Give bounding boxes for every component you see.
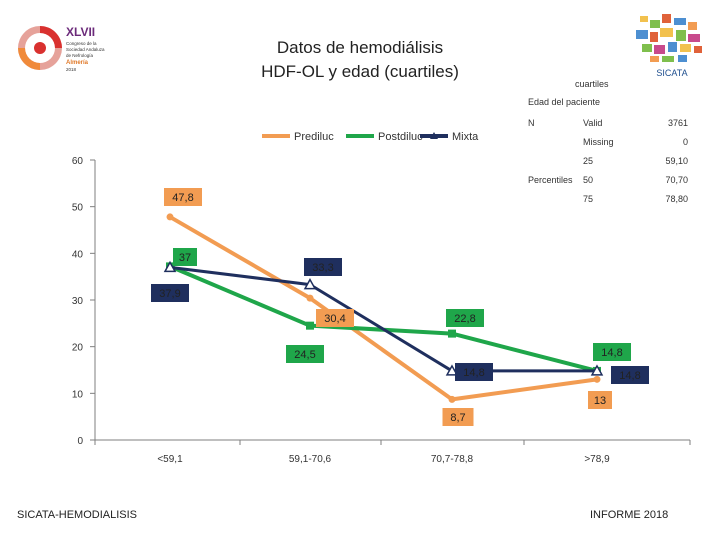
stats-table: Edad del paciente N Valid 3761 Missing 0…: [528, 97, 688, 208]
stats-label: 50: [583, 174, 594, 185]
stats-grid: N Valid 3761 Missing 0 25 59,10 Percenti…: [528, 113, 688, 208]
y-tick-label: 50: [72, 203, 84, 214]
y-tick-label: 10: [72, 389, 84, 400]
legend-label: Prediluc: [294, 131, 334, 143]
data-label: 14,8: [619, 370, 640, 382]
data-label-box: [164, 188, 202, 206]
data-label: 14,8: [463, 367, 484, 379]
data-label-box: [173, 248, 197, 266]
stats-value: 59,10: [665, 155, 688, 166]
stats-row: N Valid 3761: [528, 113, 688, 132]
y-tick-label: 60: [72, 156, 84, 167]
legend-label: Postdiluc: [378, 131, 423, 143]
data-label-box: [593, 343, 631, 361]
data-label-box: [286, 345, 324, 363]
data-point: [593, 375, 601, 383]
sicata-logo: SICATA: [630, 8, 712, 84]
stats-caption: Edad del paciente: [528, 97, 601, 107]
data-point: [163, 260, 177, 273]
stats-row: Missing 0: [528, 132, 688, 151]
data-label: 14,8: [601, 347, 622, 359]
page-title: Datos de hemodiálisis HDF-OL y edad (cua…: [200, 36, 520, 84]
data-point: [448, 395, 456, 403]
x-tick-label: >78,9: [584, 454, 610, 465]
x-tick-label: 59,1-70,6: [289, 454, 332, 465]
data-label-box: [442, 408, 474, 426]
stats-label: 25: [583, 155, 594, 166]
legend-label: Mixta: [452, 131, 479, 143]
stats-label: Valid: [583, 117, 603, 128]
data-label-box: [588, 391, 612, 409]
series-line: [169, 265, 597, 373]
page-title-line: Datos de hemodiálisis: [276, 38, 444, 57]
y-tick-label: 40: [72, 249, 84, 260]
stats-row: 75 78,80: [528, 189, 688, 208]
data-label: 13: [594, 395, 606, 407]
data-label-box: [316, 309, 354, 327]
data-label: 22,8: [454, 313, 475, 325]
data-label-box: [611, 366, 649, 384]
sicata-mosaic-icon: SICATA: [636, 14, 702, 78]
data-label: 47,8: [172, 192, 193, 204]
page-title-line: HDF-OL y edad (cuartiles): [261, 62, 459, 81]
stats-row: Percentiles 50 70,70: [528, 170, 688, 189]
congress-city: Almería: [66, 60, 89, 66]
stats-row: 25 59,10: [528, 151, 688, 170]
stats-group: N: [528, 117, 535, 128]
sicata-brand: SICATA: [656, 68, 687, 78]
congress-year: 2018: [66, 67, 77, 72]
congress-emblem-icon: XLVII Congreso de la Sociedad Andaluza d…: [18, 25, 105, 72]
stats-value: 78,80: [665, 193, 688, 204]
data-point: [306, 294, 314, 302]
x-tick-label: <59,1: [157, 454, 183, 465]
data-point: [448, 329, 456, 338]
y-tick-label: 20: [72, 343, 84, 354]
x-tick-label: 70,7-78,8: [431, 454, 474, 465]
footer-report: INFORME 2018: [590, 509, 669, 521]
data-label-box: [455, 363, 493, 381]
congress-line: Sociedad Andaluza: [66, 47, 105, 52]
series-line: [169, 264, 598, 373]
stats-heading: cuartiles: [575, 79, 609, 89]
data-label-box: [151, 284, 189, 302]
y-tick-label: 30: [72, 296, 84, 307]
stats-label: Missing: [583, 136, 614, 147]
data-point: [306, 321, 314, 330]
data-label: 37,9: [159, 288, 180, 300]
data-label: 33,3: [312, 262, 333, 274]
data-point: [445, 364, 459, 376]
data-point: [590, 364, 604, 376]
congress-logo: XLVII Congreso de la Sociedad Andaluza d…: [14, 22, 124, 78]
stats-label: 75: [583, 193, 594, 204]
data-point: [166, 213, 174, 221]
congress-line: Congreso de la: [66, 41, 97, 46]
data-label: 8,7: [450, 412, 465, 424]
stats-value: 0: [682, 136, 688, 147]
legend-marker: [430, 132, 438, 139]
stats-value: 70,70: [665, 174, 688, 185]
data-label-box: [304, 258, 342, 276]
congress-line: de Nefrología: [66, 53, 94, 58]
data-label: 30,4: [324, 313, 345, 325]
y-tick-label: 0: [77, 436, 83, 447]
stats-value: 3761: [667, 117, 688, 128]
data-label-box: [446, 309, 484, 327]
congress-numeral: XLVII: [66, 25, 95, 39]
footer-source: SICATA-HEMODIALISIS: [17, 509, 138, 521]
data-point: [303, 278, 317, 290]
data-label: 24,5: [294, 349, 315, 361]
data-label: 37: [179, 252, 191, 264]
series-line: [168, 215, 598, 402]
stats-group: Percentiles: [528, 174, 573, 185]
